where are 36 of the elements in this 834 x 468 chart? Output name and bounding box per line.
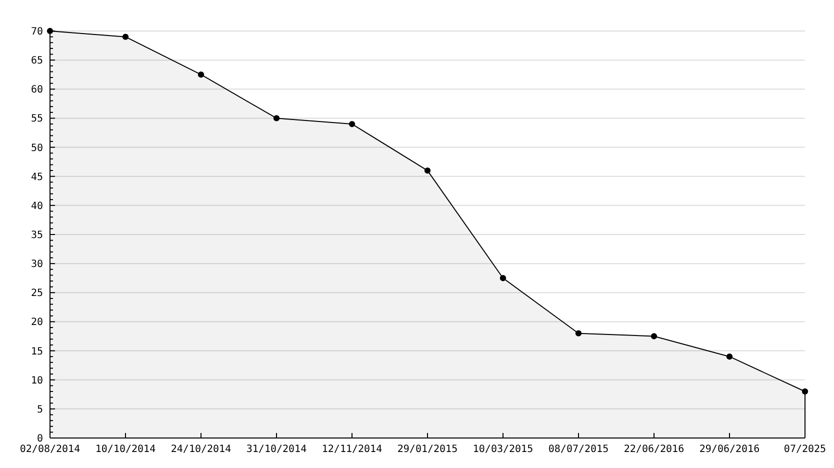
y-tick-label: 30: [30, 259, 43, 270]
x-tick-label: 31/10/2014: [246, 444, 307, 455]
x-tick-label: 10/03/2015: [472, 444, 534, 455]
y-tick-label: 25: [30, 288, 43, 300]
point: [198, 72, 204, 78]
y-tick-label: 60: [30, 84, 43, 96]
y-tick-label: 0: [36, 434, 43, 444]
x-tick-label: 08/07/2015: [548, 444, 609, 455]
point: [726, 354, 733, 360]
point: [273, 115, 280, 122]
y-tick-label: 70: [30, 26, 43, 38]
point: [650, 333, 658, 340]
x-tick-label: 12/11/2014: [322, 444, 382, 455]
point: [500, 275, 506, 282]
x-tick-label: 24/10/2014: [170, 444, 232, 455]
point: [802, 388, 808, 395]
y-tick-label: 5: [36, 404, 43, 416]
x-tick-label: 07/2025: [784, 444, 826, 455]
y-tick-label: 15: [30, 346, 43, 358]
x-tick-label: 22/06/2016: [624, 444, 684, 455]
y-tick-label: 40: [30, 200, 43, 212]
y-tick-label: 10: [30, 375, 43, 386]
y-tick-label: 55: [30, 114, 43, 125]
x-tick-label: 02/08/2014: [20, 444, 80, 455]
y-tick-label: 35: [30, 230, 43, 241]
x-tick-label: 10/10/2014: [95, 444, 156, 455]
point: [424, 167, 431, 174]
y-tick-label: 50: [30, 142, 43, 154]
x-tick-label: 29/01/2015: [397, 444, 458, 455]
y-tick-label: 20: [30, 317, 43, 328]
y-tick-label: 45: [30, 172, 43, 183]
point: [575, 330, 582, 336]
point: [122, 34, 129, 40]
y-tick-label: 65: [30, 56, 43, 67]
x-tick-label: 29/06/2016: [699, 444, 760, 455]
point: [348, 120, 356, 128]
